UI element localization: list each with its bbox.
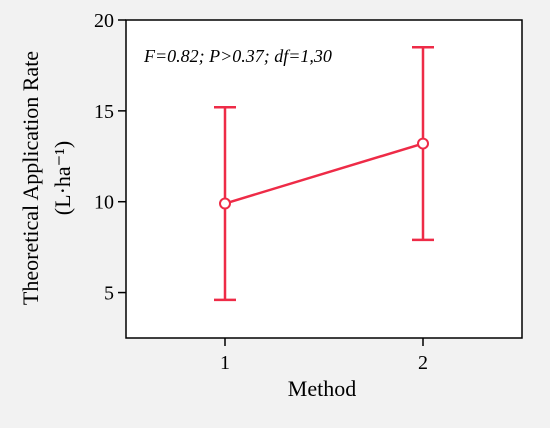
x-tick-label: 2 [418, 352, 428, 374]
y-tick-label: 15 [94, 101, 114, 123]
series-layer [214, 46, 434, 302]
x-tick-label: 1 [220, 352, 230, 374]
y-axis-label-line-1: Theoretical Application Rate [18, 51, 43, 305]
x-axis-label: Method [288, 376, 356, 401]
series-line [224, 142, 424, 205]
y-tick-label: 10 [94, 192, 114, 214]
y-tick-label: 20 [94, 10, 114, 32]
y-tick-label: 5 [104, 283, 114, 305]
y-axis-label-line-2: (L·ha⁻¹) [50, 141, 75, 215]
data-point [417, 137, 429, 150]
y-ticks: 5 10 15 20 [94, 10, 126, 305]
plot-area [125, 19, 523, 339]
y-axis-label: Theoretical Application Rate (L·ha⁻¹) [18, 51, 75, 305]
data-point [219, 197, 231, 210]
stats-annotation: F=0.82; P>0.37; df=1,30 [143, 46, 332, 66]
